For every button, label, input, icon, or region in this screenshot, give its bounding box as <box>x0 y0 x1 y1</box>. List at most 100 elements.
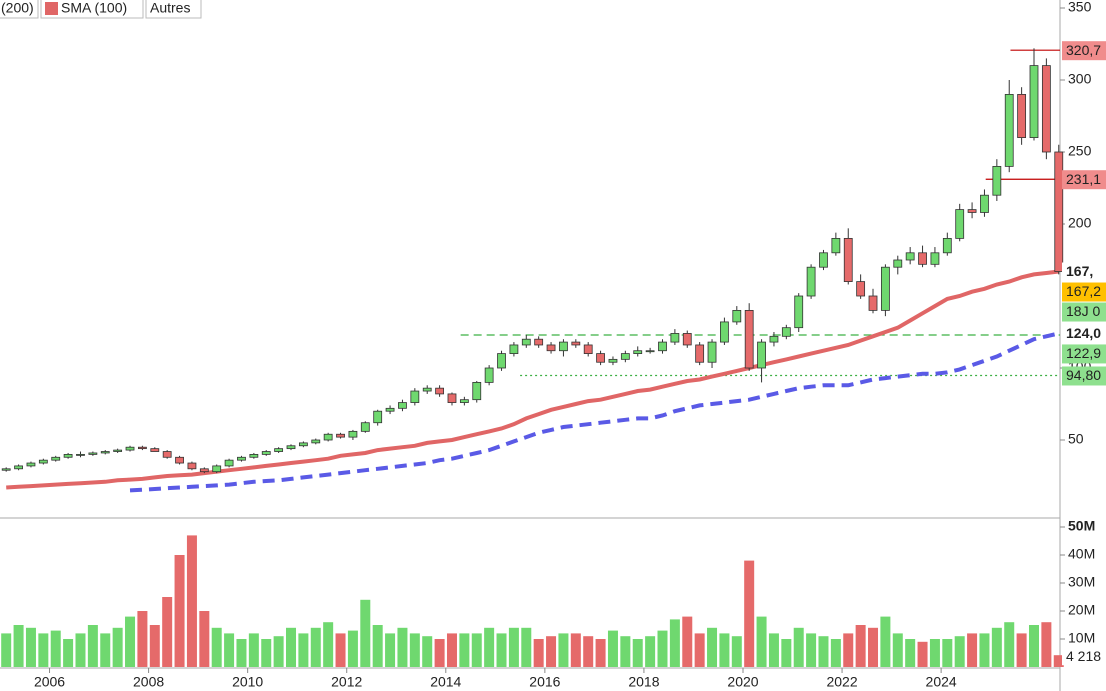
candle-body <box>670 333 680 343</box>
legend-label[interactable]: (200) <box>1 0 34 16</box>
volume-bar <box>1053 655 1064 667</box>
price-marker-bg <box>1062 344 1106 364</box>
candle-body <box>918 252 927 265</box>
candle-body <box>212 465 222 473</box>
countdown-label: 18J 0 <box>1066 303 1100 319</box>
y-tick-label: 300 <box>1068 71 1092 87</box>
volume-bar <box>25 627 36 667</box>
volume-bar <box>273 636 284 667</box>
volume-bar <box>991 627 1002 667</box>
candle-body <box>806 266 816 297</box>
candle-body <box>435 387 445 395</box>
candle-body <box>509 344 519 354</box>
candle-body <box>596 353 605 363</box>
volume-bar <box>199 611 210 667</box>
volume-bar <box>248 633 259 667</box>
volume-bar <box>645 636 656 667</box>
volume-bar <box>843 633 854 667</box>
x-tick-label: 2022 <box>826 674 857 690</box>
candle-body <box>794 295 804 329</box>
volume-tick-label: 20M <box>1068 602 1095 618</box>
x-tick-label: 2016 <box>529 674 560 690</box>
candle-body <box>980 194 989 213</box>
volume-bar <box>793 627 804 667</box>
price-marker-bg <box>1062 282 1106 302</box>
candle-body <box>893 259 903 268</box>
legend-label[interactable]: SMA (100) <box>61 0 127 16</box>
candle-body <box>620 353 630 360</box>
volume-marker-bg <box>1062 649 1106 666</box>
candle-body <box>373 410 383 424</box>
volume-bar <box>880 616 891 667</box>
candle-body <box>955 209 965 239</box>
candle-body <box>744 309 754 369</box>
candle-body <box>38 459 48 464</box>
y-tick-label: 350 <box>1068 0 1092 15</box>
candle-body <box>645 350 655 353</box>
volume-bar <box>533 639 544 667</box>
volume-bar <box>929 639 940 667</box>
volume-bar <box>1004 622 1015 667</box>
volume-bar <box>967 633 978 667</box>
volume-bar <box>694 633 705 667</box>
candle-body <box>385 407 395 412</box>
candle-body <box>781 327 791 337</box>
candle-body <box>1004 94 1014 167</box>
legend-box[interactable] <box>145 0 202 19</box>
volume-bar <box>236 639 247 667</box>
volume-bar <box>496 633 507 667</box>
volume-bar <box>830 639 841 667</box>
volume-bar <box>50 630 61 667</box>
volume-bar <box>100 633 111 667</box>
candle-body <box>311 439 321 444</box>
candle-body <box>819 252 828 268</box>
volume-bar <box>756 616 767 667</box>
candle-body <box>856 281 866 297</box>
volume-tick-label: 30M <box>1068 574 1095 590</box>
candle-body <box>905 252 915 261</box>
candle-body <box>484 367 494 383</box>
candle-body <box>274 448 284 452</box>
candle-body <box>707 341 717 363</box>
candle-body <box>571 341 581 346</box>
candle-body <box>199 468 209 473</box>
candle-body <box>1029 65 1039 138</box>
legend-box[interactable] <box>0 0 39 19</box>
volume-bar <box>607 630 618 667</box>
volume-bar <box>13 625 24 667</box>
volume-bar <box>917 641 928 667</box>
candle-body <box>831 237 841 254</box>
volume-bar <box>63 639 74 667</box>
volume-tick-label: 50M <box>1068 518 1095 534</box>
price-marker-bg <box>1062 262 1106 282</box>
volume-bar <box>1 633 12 667</box>
candle-body <box>162 451 172 458</box>
candle-body <box>459 399 469 403</box>
y-tick-label: 250 <box>1068 143 1092 159</box>
volume-bar <box>768 633 779 667</box>
candle-body <box>63 453 73 458</box>
volume-bar <box>583 636 594 667</box>
volume-bar <box>892 633 903 667</box>
candle-body <box>249 453 259 458</box>
legend: (200) SMA (100) Autres <box>0 0 202 19</box>
x-tick-label: 2012 <box>331 674 362 690</box>
volume-bar <box>979 633 990 667</box>
volume-marker: 4 218 <box>1066 648 1101 664</box>
candle-body <box>237 456 246 461</box>
candle-body <box>992 165 1002 196</box>
candle-body <box>583 344 593 354</box>
volume-bar <box>434 639 445 667</box>
candle-body <box>868 295 878 311</box>
candle-body <box>1017 94 1027 139</box>
volume-bar <box>211 627 222 667</box>
price-marker-bg <box>1062 366 1106 386</box>
candle-body <box>546 344 556 352</box>
legend-box[interactable] <box>40 0 144 19</box>
volume-bar <box>471 633 482 667</box>
candle-body <box>880 266 890 311</box>
legend-label[interactable]: Autres <box>150 0 190 16</box>
moving-average <box>129 331 1060 493</box>
volume-bar <box>372 625 383 667</box>
volume-bar <box>620 636 631 667</box>
